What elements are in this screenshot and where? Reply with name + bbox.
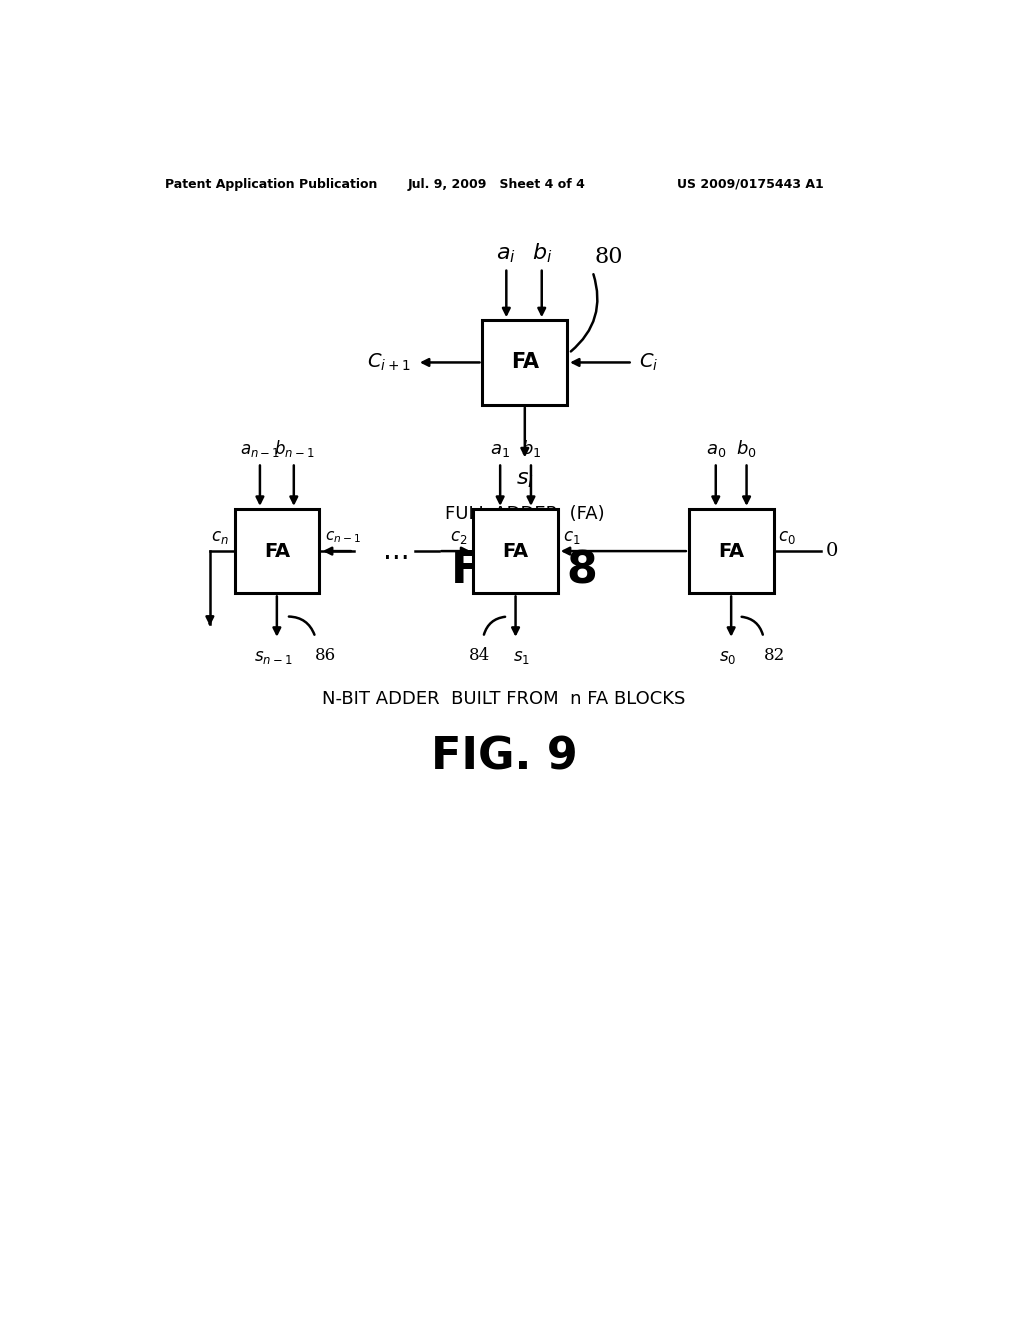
Text: Jul. 9, 2009   Sheet 4 of 4: Jul. 9, 2009 Sheet 4 of 4 — [408, 178, 586, 190]
Text: $b_{n-1}$: $b_{n-1}$ — [273, 438, 314, 459]
FancyArrowPatch shape — [484, 616, 505, 635]
Text: $b_i$: $b_i$ — [531, 242, 552, 264]
Text: FIG. 9: FIG. 9 — [431, 737, 578, 779]
Text: $C_i$: $C_i$ — [639, 352, 658, 374]
Text: $s_i$: $s_i$ — [516, 469, 534, 490]
Text: $s_1$: $s_1$ — [513, 649, 530, 665]
Text: Patent Application Publication: Patent Application Publication — [165, 178, 378, 190]
Text: $a_1$: $a_1$ — [490, 441, 510, 459]
Text: $a_0$: $a_0$ — [706, 441, 726, 459]
Text: $a_{n-1}$: $a_{n-1}$ — [240, 442, 280, 459]
FancyArrowPatch shape — [741, 616, 763, 635]
Bar — [482, 321, 567, 405]
Text: FA: FA — [264, 541, 290, 561]
Text: $C_{i+1}$: $C_{i+1}$ — [368, 352, 411, 374]
Text: $a_i$: $a_i$ — [497, 243, 516, 264]
Text: $c_2$: $c_2$ — [450, 529, 467, 545]
Text: ...: ... — [383, 537, 410, 565]
FancyArrowPatch shape — [570, 275, 597, 351]
Text: FA: FA — [503, 541, 528, 561]
Text: FIG. 8: FIG. 8 — [452, 549, 598, 593]
Text: $b_1$: $b_1$ — [521, 438, 541, 459]
Text: FULL ADDER  (FA): FULL ADDER (FA) — [445, 506, 604, 523]
Text: FA: FA — [718, 541, 744, 561]
Text: $b_0$: $b_0$ — [736, 438, 757, 459]
Text: $s_0$: $s_0$ — [719, 649, 736, 665]
Text: 84: 84 — [469, 647, 490, 664]
Text: $c_{n-1}$: $c_{n-1}$ — [326, 529, 361, 545]
Text: 82: 82 — [764, 647, 784, 664]
Bar — [689, 508, 773, 594]
FancyArrowPatch shape — [289, 616, 314, 635]
Text: N-BIT ADDER  BUILT FROM  n FA BLOCKS: N-BIT ADDER BUILT FROM n FA BLOCKS — [323, 689, 686, 708]
Text: $s_{n-1}$: $s_{n-1}$ — [254, 649, 293, 665]
Text: $c_n$: $c_n$ — [211, 529, 228, 545]
Text: US 2009/0175443 A1: US 2009/0175443 A1 — [677, 178, 824, 190]
Bar — [473, 508, 558, 594]
Text: $c_1$: $c_1$ — [562, 529, 580, 545]
Text: $c_0$: $c_0$ — [778, 529, 796, 545]
Bar — [234, 508, 319, 594]
Text: 0: 0 — [826, 543, 839, 560]
Text: 86: 86 — [315, 647, 337, 664]
Text: FA: FA — [511, 352, 539, 372]
Text: 80: 80 — [594, 246, 623, 268]
